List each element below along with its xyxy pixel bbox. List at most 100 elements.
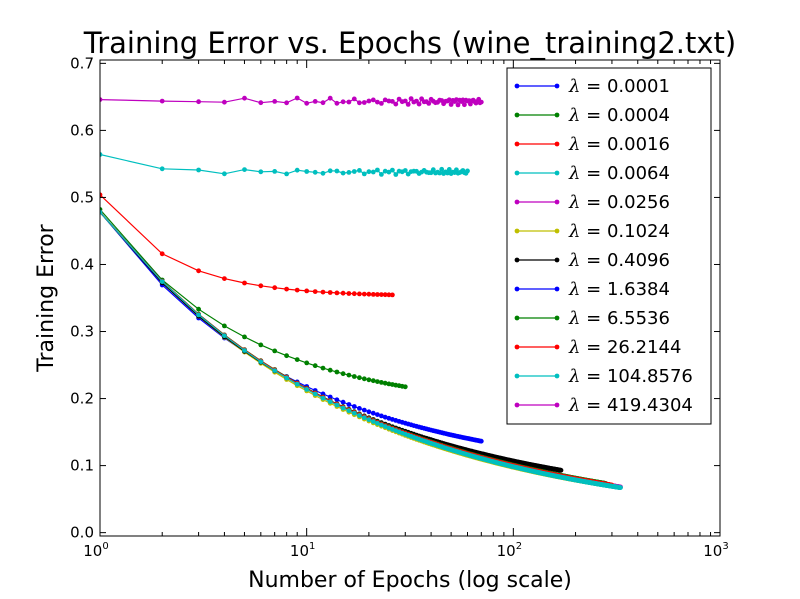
data-point bbox=[390, 292, 395, 298]
chart-title: Training Error vs. Epochs (wine_training… bbox=[83, 26, 736, 60]
data-point bbox=[402, 98, 408, 104]
data-point bbox=[351, 96, 357, 102]
data-point bbox=[346, 372, 352, 378]
legend-swatch-marker bbox=[514, 83, 520, 89]
legend-item: λ = 0.0004 bbox=[514, 105, 670, 126]
series-10 bbox=[100, 209, 623, 490]
x-tick-label: 100 bbox=[83, 541, 108, 560]
series-line bbox=[100, 211, 482, 442]
data-point bbox=[100, 97, 103, 102]
data-point bbox=[390, 167, 395, 173]
data-point bbox=[100, 192, 103, 198]
data-point bbox=[242, 334, 247, 340]
data-point bbox=[100, 152, 103, 157]
legend-swatch-marker bbox=[514, 286, 520, 292]
data-point bbox=[361, 100, 367, 105]
data-point bbox=[196, 312, 202, 318]
series-11 bbox=[100, 95, 484, 108]
series-2 bbox=[100, 192, 395, 298]
data-point bbox=[386, 98, 392, 104]
data-point bbox=[393, 172, 399, 177]
legend-swatch-marker bbox=[554, 402, 560, 408]
legend-item: λ = 0.0016 bbox=[514, 134, 670, 155]
series-line bbox=[100, 194, 393, 296]
legend-swatch-marker bbox=[554, 344, 560, 350]
data-point bbox=[558, 467, 564, 473]
legend-swatch-marker bbox=[554, 373, 560, 379]
data-point bbox=[382, 292, 388, 298]
data-point bbox=[340, 399, 346, 405]
data-point bbox=[258, 100, 264, 106]
legend-swatch-marker bbox=[554, 141, 560, 147]
data-point bbox=[222, 323, 227, 329]
data-point bbox=[375, 167, 380, 173]
data-point bbox=[272, 169, 278, 174]
data-point bbox=[294, 381, 300, 387]
data-point bbox=[379, 292, 384, 297]
legend-swatch-marker bbox=[554, 83, 560, 89]
data-point bbox=[312, 289, 318, 294]
data-point bbox=[196, 306, 202, 312]
data-point bbox=[405, 102, 411, 107]
data-point bbox=[340, 405, 346, 411]
data-point bbox=[312, 363, 318, 369]
data-point bbox=[327, 394, 333, 400]
data-point bbox=[386, 169, 392, 175]
data-point bbox=[357, 291, 362, 297]
data-point bbox=[375, 99, 380, 105]
data-point bbox=[379, 422, 384, 428]
data-point bbox=[379, 380, 384, 385]
data-point bbox=[242, 167, 247, 173]
legend-swatch-marker bbox=[554, 315, 560, 321]
data-point bbox=[379, 413, 384, 419]
data-point bbox=[312, 99, 318, 104]
legend-label: λ = 0.0064 bbox=[568, 163, 670, 184]
data-point bbox=[382, 424, 388, 429]
data-point bbox=[382, 168, 388, 174]
data-point bbox=[222, 333, 227, 339]
data-point bbox=[272, 368, 278, 373]
data-point bbox=[242, 348, 247, 353]
data-point bbox=[340, 290, 346, 296]
data-point bbox=[465, 168, 470, 174]
legend-swatch-marker bbox=[554, 257, 560, 263]
data-point bbox=[446, 97, 452, 103]
data-point bbox=[416, 101, 422, 107]
data-point bbox=[351, 291, 357, 297]
data-point bbox=[366, 417, 372, 423]
legend: λ = 0.0001 λ = 0.0004 λ = 0.0016 λ = 0.0064… bbox=[506, 67, 712, 425]
legend-label: λ = 419.4304 bbox=[568, 395, 693, 416]
data-point bbox=[366, 377, 372, 383]
data-point bbox=[320, 395, 326, 401]
legend-label: λ = 0.4096 bbox=[568, 250, 670, 271]
data-point bbox=[159, 251, 165, 257]
data-point bbox=[361, 171, 367, 177]
data-point bbox=[284, 100, 289, 106]
series-0 bbox=[100, 209, 484, 444]
legend-item: λ = 26.2144 bbox=[514, 337, 681, 358]
legend-label: λ = 1.6384 bbox=[568, 279, 670, 300]
data-point bbox=[222, 99, 227, 105]
x-tick-label: 101 bbox=[290, 541, 315, 560]
legend-item: λ = 419.4304 bbox=[514, 395, 693, 416]
y-tick-label: 0.0 bbox=[70, 524, 94, 542]
data-point bbox=[370, 410, 376, 416]
data-point bbox=[320, 289, 326, 295]
data-point bbox=[327, 367, 333, 373]
legend-label: λ = 0.0004 bbox=[568, 105, 670, 126]
data-point bbox=[370, 292, 376, 297]
data-point bbox=[370, 378, 376, 384]
data-point bbox=[366, 98, 372, 104]
y-tick-label: 0.7 bbox=[70, 54, 94, 72]
legend-item: λ = 0.1024 bbox=[514, 221, 670, 242]
plot-area-frame bbox=[99, 59, 721, 537]
data-point bbox=[284, 353, 289, 359]
y-tick-label: 0.1 bbox=[70, 457, 94, 475]
legend-label: λ = 26.2144 bbox=[568, 337, 681, 358]
data-point bbox=[462, 102, 467, 108]
data-point bbox=[375, 412, 380, 417]
data-point bbox=[386, 292, 392, 298]
data-point bbox=[327, 290, 333, 295]
data-point bbox=[375, 420, 380, 426]
